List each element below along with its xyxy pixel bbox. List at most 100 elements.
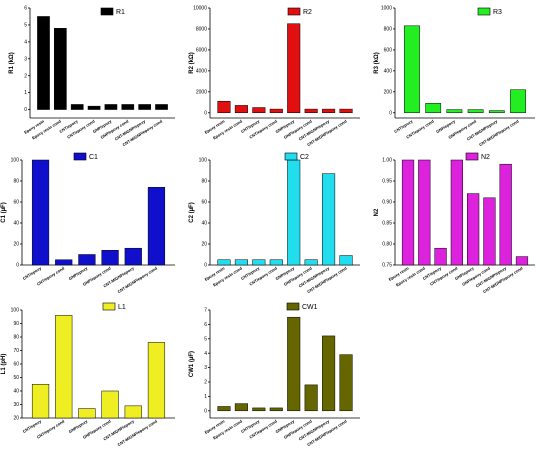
bar — [54, 28, 67, 110]
bar — [339, 354, 353, 412]
y-tick-label: 5 — [24, 23, 27, 29]
bar — [434, 247, 447, 266]
y-axis-label: C1 (µF) — [1, 202, 7, 222]
bar — [217, 100, 231, 114]
bar — [418, 159, 431, 266]
y-tick-label: 20 — [13, 242, 19, 248]
bar — [467, 109, 484, 114]
bar — [31, 384, 50, 419]
legend-swatch — [73, 152, 87, 161]
bar — [55, 259, 73, 266]
y-tick-label: 800 — [384, 27, 393, 33]
y-tick-label: 3 — [24, 56, 27, 62]
x-tick-label: CNT/epoxy — [22, 418, 43, 434]
bar — [322, 173, 336, 266]
y-axis-label: L1 (pH) — [1, 354, 7, 375]
y-tick-label: 2000 — [196, 89, 207, 95]
y-tick-label: 1000 — [381, 6, 392, 12]
y-tick-label: 400 — [384, 68, 393, 74]
bar — [217, 406, 231, 412]
y-tick-label: 30 — [13, 402, 19, 408]
y-tick-label: 2 — [24, 73, 27, 79]
legend-label: CW1 — [302, 304, 318, 311]
y-axis-label: C2 (µF) — [189, 202, 195, 222]
bar — [217, 259, 231, 266]
bar — [101, 390, 119, 419]
bar — [322, 335, 336, 412]
y-tick-label: 60 — [13, 200, 19, 206]
x-tick-label: CNT-M/GNP/epoxy cond — [117, 265, 159, 294]
y-tick-label: 10000 — [193, 6, 207, 12]
y-tick-label: 0.90 — [382, 200, 392, 206]
y-tick-label: 40 — [13, 389, 19, 395]
legend-swatch — [286, 302, 300, 311]
y-tick-label: 40 — [201, 221, 207, 227]
y-tick-label: 6 — [204, 322, 207, 328]
legend-swatch — [465, 152, 479, 161]
bar — [124, 247, 142, 266]
y-tick-label: 0.75 — [382, 263, 392, 269]
bar — [101, 250, 119, 266]
y-tick-label: 8000 — [196, 27, 207, 33]
y-tick-label: 4 — [24, 39, 27, 45]
bar — [37, 16, 50, 110]
legend-swatch — [477, 7, 491, 16]
bar — [304, 259, 318, 266]
bar — [404, 25, 420, 114]
y-axis-label: CW1 (µF) — [189, 351, 195, 377]
bar — [339, 108, 353, 114]
x-tick-label: CNT-M/GNP/epoxy cond — [478, 118, 520, 147]
y-tick-label: 0 — [204, 110, 207, 116]
y-tick-label: 7 — [204, 308, 207, 314]
bar — [483, 197, 496, 266]
y-tick-label: 6000 — [196, 48, 207, 54]
bar — [155, 104, 168, 110]
bar — [252, 107, 266, 114]
legend-swatch — [284, 152, 298, 161]
y-axis-label: R3 (kΩ) — [374, 52, 380, 73]
bar — [287, 159, 301, 266]
x-tick-label: GNP/epoxy — [68, 418, 89, 434]
bar — [147, 342, 166, 419]
bar — [252, 259, 266, 266]
bar — [147, 187, 166, 266]
y-axis-label: R2 (kΩ) — [189, 52, 195, 73]
bar — [104, 104, 118, 110]
bar — [339, 255, 353, 266]
y-tick-label: 0 — [204, 263, 207, 269]
y-tick-label: 100 — [199, 158, 208, 164]
y-tick-label: 4 — [204, 351, 207, 357]
bar — [488, 110, 505, 114]
bar — [78, 408, 96, 419]
y-tick-label: 100 — [11, 158, 20, 164]
bar — [304, 384, 318, 412]
y-tick-label: 70 — [13, 348, 19, 354]
bar — [55, 315, 73, 419]
legend-label: C2 — [300, 154, 309, 161]
bar — [425, 103, 442, 114]
legend-label: N2 — [481, 154, 490, 161]
bar — [515, 256, 529, 266]
y-tick-label: 5 — [204, 336, 207, 342]
bar — [269, 407, 283, 412]
x-tick-label: CNT/epoxy — [22, 265, 43, 281]
y-tick-label: 0.85 — [382, 221, 392, 227]
y-tick-label: 0 — [24, 107, 27, 113]
y-tick-label: 2 — [204, 380, 207, 386]
y-tick-label: 20 — [13, 416, 19, 422]
bar — [70, 104, 84, 110]
bar — [78, 254, 96, 266]
y-tick-label: 20 — [201, 242, 207, 248]
y-tick-label: 80 — [201, 179, 207, 185]
y-tick-label: 40 — [13, 221, 19, 227]
bar — [322, 108, 336, 114]
bar — [234, 403, 248, 412]
y-tick-label: 0.80 — [382, 242, 392, 248]
bar — [252, 407, 266, 412]
bar — [138, 104, 151, 110]
